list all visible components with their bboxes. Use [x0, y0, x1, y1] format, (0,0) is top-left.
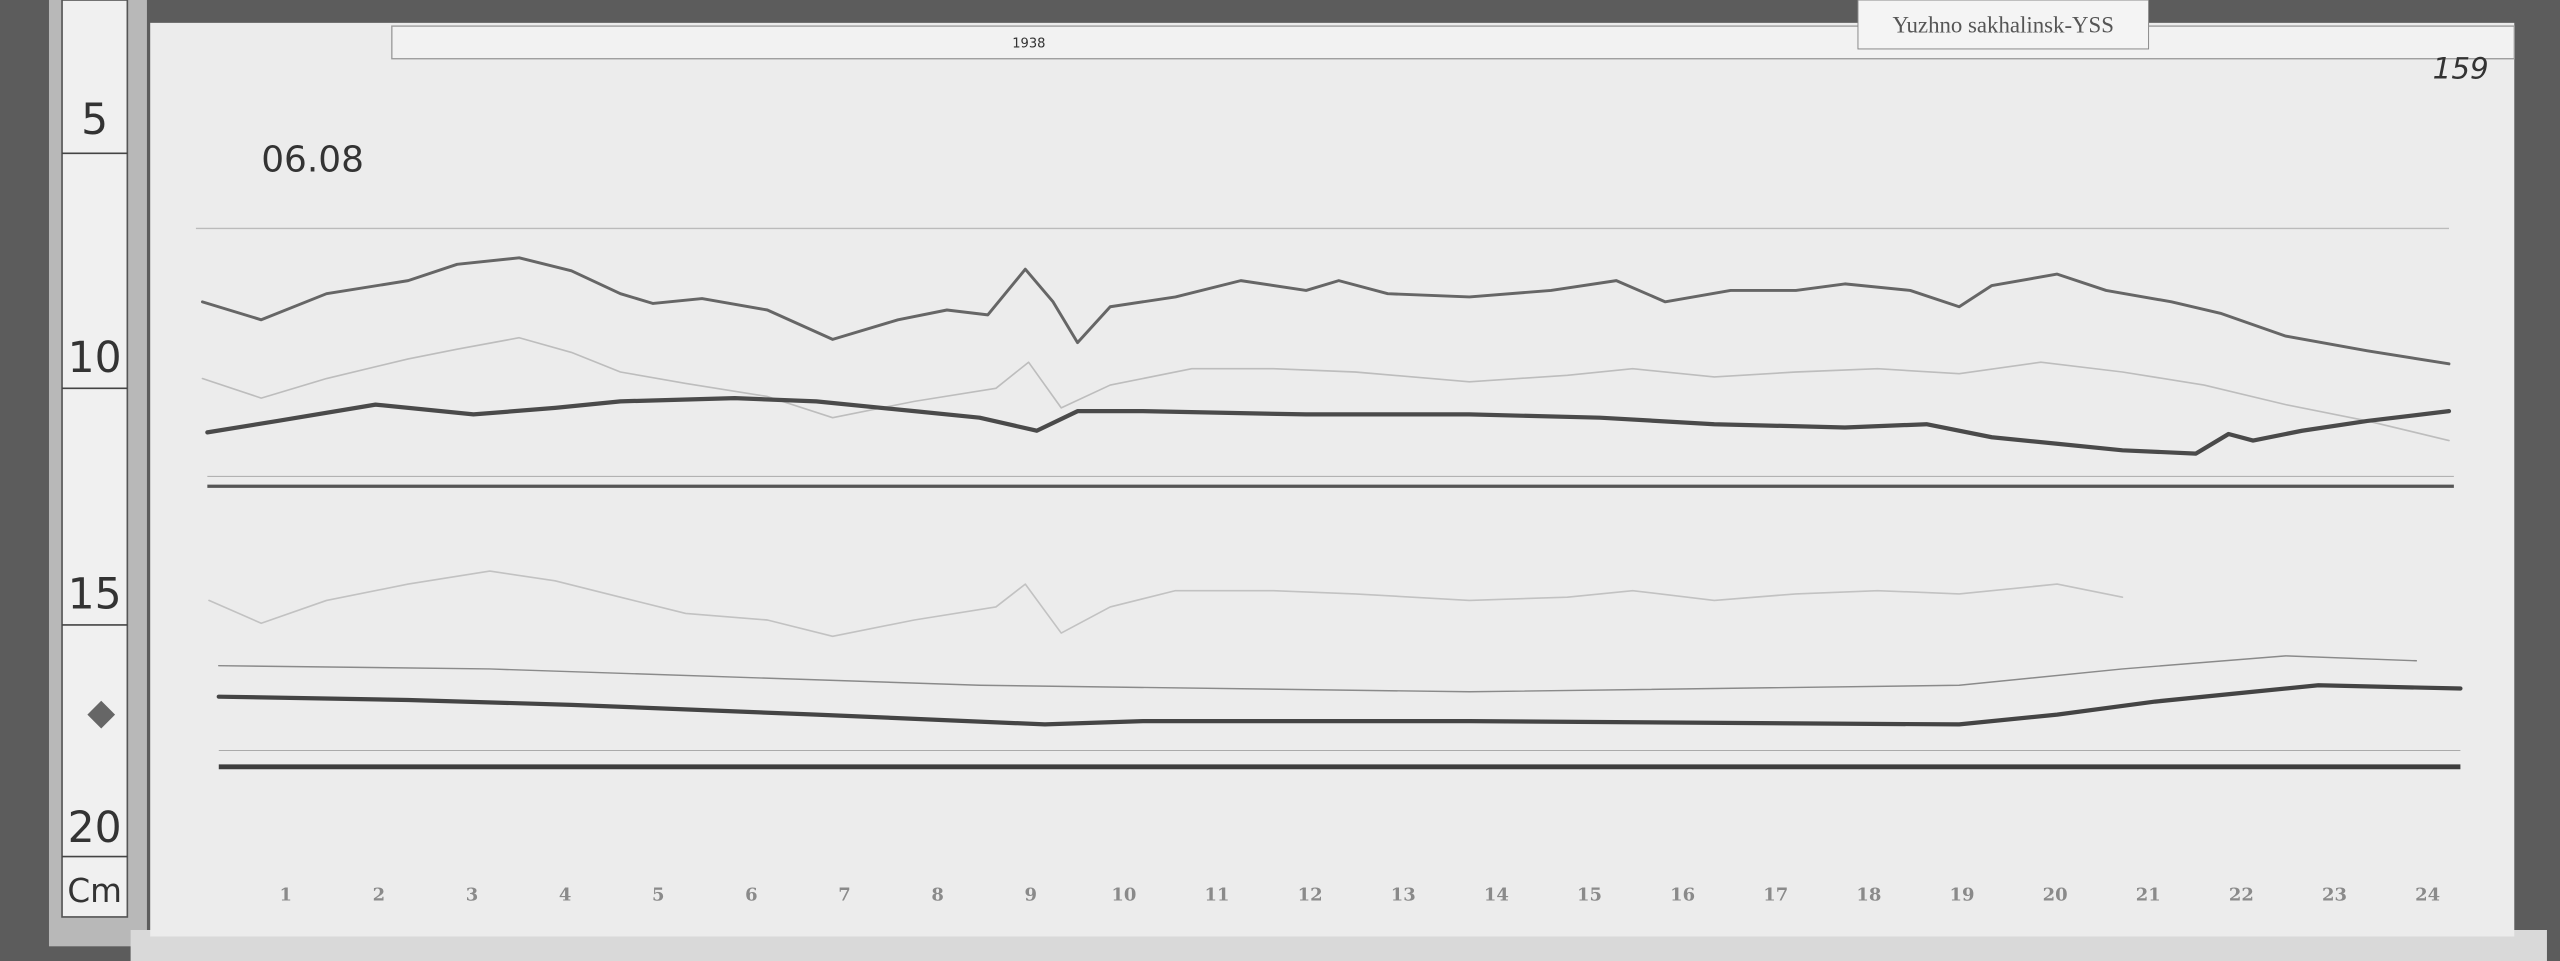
station-label: Yuzhno sakhalinsk-YSS [1893, 13, 2114, 38]
ruler-tick-15: 15 [68, 571, 122, 620]
station-label-box [1857, 0, 2150, 50]
hour-label: 20 [2043, 885, 2068, 906]
trace-lower-2 [218, 655, 2418, 693]
hour-label: 15 [1577, 885, 1602, 906]
hour-label: 13 [1391, 885, 1416, 906]
trace-lower-1 [208, 570, 2124, 638]
hour-label: 16 [1670, 885, 1695, 906]
hour-label: 22 [2229, 885, 2254, 906]
hour-label: 3 [466, 885, 478, 906]
ruler-unit: Cm [67, 872, 122, 910]
hour-label: 11 [1204, 885, 1229, 906]
hour-label: 1 [279, 885, 291, 906]
header-note: 1938 [1012, 36, 1045, 51]
hour-label: 12 [1298, 885, 1323, 906]
hour-label: 10 [1111, 885, 1136, 906]
hour-label: 8 [931, 885, 943, 906]
hour-label: 5 [652, 885, 664, 906]
trace-upper-3 [205, 395, 2452, 456]
centimeter-ruler: 5 10 15 20 Cm [61, 0, 129, 918]
hour-label: 17 [1763, 885, 1788, 906]
hour-label: 6 [745, 885, 757, 906]
hour-label: 23 [2322, 885, 2347, 906]
ruler-tick-5: 5 [81, 96, 108, 145]
hour-label: 4 [559, 885, 571, 906]
hour-label: 21 [2136, 885, 2161, 906]
ruler-tick-10: 10 [68, 334, 122, 383]
record-date: 06.08 [261, 139, 364, 180]
ruler-tick-20: 20 [68, 804, 122, 853]
hour-label: 18 [1856, 885, 1881, 906]
sheet-number: 159 [2433, 51, 2489, 85]
hour-label: 9 [1024, 885, 1036, 906]
chart-paper [150, 22, 2515, 937]
hour-label: 24 [2415, 885, 2440, 906]
header-strip [391, 25, 2515, 60]
trace-lower-3 [216, 683, 2463, 727]
trace-upper-1 [200, 256, 2451, 366]
hour-label: 19 [1950, 885, 1975, 906]
trace-upper-2 [201, 336, 2450, 442]
hour-label: 14 [1484, 885, 1509, 906]
hour-axis: 1 2 3 4 5 6 7 8 9 10 11 12 13 14 15 16 17 18 19 20 21 22 23 24 [279, 885, 2440, 906]
hour-label: 2 [373, 885, 385, 906]
hour-label: 7 [838, 885, 850, 906]
